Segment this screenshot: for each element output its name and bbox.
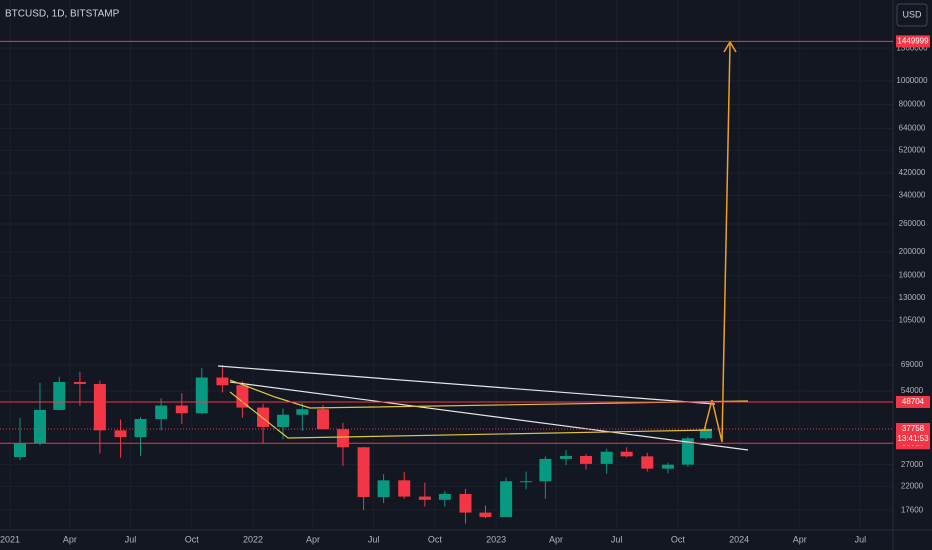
candle-body <box>316 409 329 430</box>
candle-body <box>539 458 552 482</box>
x-tick-label: Jul <box>611 534 623 544</box>
projection-arrow <box>703 43 731 443</box>
x-tick-label: 2023 <box>486 534 506 544</box>
candle-body <box>53 381 66 410</box>
currency-button[interactable] <box>896 3 928 27</box>
y-tick-label: 640000 <box>899 123 926 132</box>
candle-body <box>620 451 633 457</box>
x-tick-label: Oct <box>671 534 686 544</box>
y-tick-label: 520000 <box>899 145 926 154</box>
candle-body <box>377 480 390 498</box>
candle-body <box>13 443 26 458</box>
level-label: 48704 <box>902 397 925 406</box>
candle-body <box>134 418 147 438</box>
level-label-box <box>896 395 930 408</box>
candle-body <box>520 481 533 483</box>
trendline <box>217 365 716 405</box>
level-label: 1449999 <box>897 36 929 45</box>
x-tick-label: Oct <box>185 534 200 544</box>
x-tick-label: Oct <box>428 534 443 544</box>
candle-body <box>699 429 712 439</box>
x-tick-label: Apr <box>549 534 563 544</box>
candle-body <box>681 438 694 465</box>
trendline <box>229 391 713 439</box>
candle-body <box>560 455 573 459</box>
x-tick-label: Jul <box>855 534 867 544</box>
candle-body <box>580 455 593 464</box>
candle-body <box>93 383 106 431</box>
candle-body <box>216 377 229 386</box>
candle-body <box>336 429 349 448</box>
countdown-label: 13:41:53 <box>897 434 929 443</box>
y-tick-label: 160000 <box>899 271 926 280</box>
candle-body <box>479 512 492 517</box>
candle-body <box>257 407 270 427</box>
candle-body <box>236 385 249 408</box>
y-tick-label: 1360000 <box>896 43 928 52</box>
candle-body <box>398 480 411 497</box>
candle-body <box>33 409 46 444</box>
drawings <box>217 40 749 451</box>
x-tick-label: Jul <box>125 534 137 544</box>
overlay: 17600 22000 27000 54000 69000 105000 130000 160… <box>0 35 930 544</box>
y-tick-label: 54000 <box>901 386 924 395</box>
grid <box>0 0 893 530</box>
y-tick-label: 130000 <box>899 293 926 302</box>
y-tick-label: 17600 <box>901 505 924 514</box>
trendline <box>229 379 749 409</box>
candle-body <box>73 381 86 384</box>
currency-label[interactable]: USD <box>902 9 922 19</box>
candle-body <box>661 464 674 469</box>
candle-body <box>357 447 370 498</box>
y-tick-label: 27000 <box>901 460 924 469</box>
candle-body <box>641 456 654 469</box>
x-tick-label: Apr <box>63 534 77 544</box>
y-tick-label: 69000 <box>901 360 924 369</box>
y-tick-label: 800000 <box>899 100 926 109</box>
candle-body <box>600 451 613 464</box>
x-tick-label: 2022 <box>243 534 263 544</box>
y-tick-label: 260000 <box>899 219 926 228</box>
y-tick-label: 340000 <box>899 191 926 200</box>
x-tick-label: Apr <box>793 534 807 544</box>
arrow-head <box>723 40 737 53</box>
y-tick-label: 22000 <box>901 482 924 491</box>
candle-body <box>500 481 513 517</box>
level-label-box <box>896 35 930 48</box>
x-tick-label: Apr <box>306 534 320 544</box>
candle-body <box>155 405 168 419</box>
candle-body <box>195 377 208 414</box>
y-tick-label: 1000000 <box>896 76 928 85</box>
symbol-title: BTCUSD, 1D, BITSTAMP <box>5 9 120 20</box>
x-tick-label: 2024 <box>729 534 749 544</box>
y-tick-label: 420000 <box>899 168 926 177</box>
candle-body <box>114 430 127 438</box>
candle-body <box>277 414 290 427</box>
candle-body <box>175 405 188 414</box>
candle-body <box>459 493 472 513</box>
x-tick-label: Jul <box>368 534 380 544</box>
trendline <box>229 381 749 451</box>
y-tick-label: 105000 <box>899 315 926 324</box>
candle-body <box>438 493 451 500</box>
candles <box>13 364 712 524</box>
candle-body <box>296 409 309 415</box>
candle-body <box>418 496 431 500</box>
last-price-box <box>896 423 930 446</box>
x-tick-label: 2021 <box>0 534 20 544</box>
last-price-label: 37758 <box>902 424 925 433</box>
y-tick-label: 200000 <box>899 247 926 256</box>
